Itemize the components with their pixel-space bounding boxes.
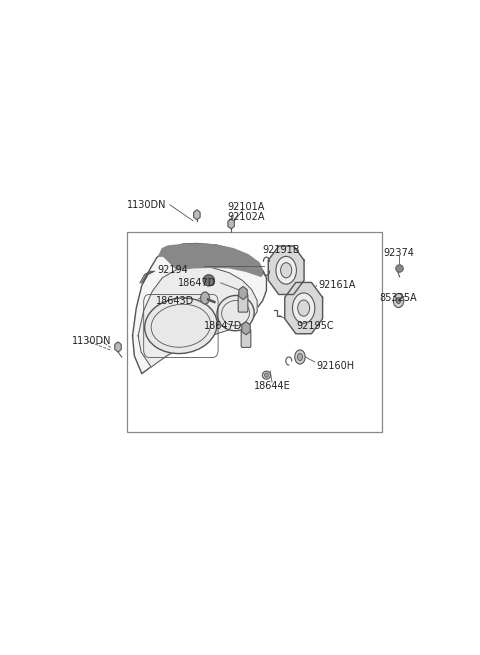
Ellipse shape bbox=[203, 275, 215, 286]
Text: 1130DN: 1130DN bbox=[72, 336, 111, 346]
Circle shape bbox=[295, 350, 305, 364]
Text: 18647D: 18647D bbox=[204, 321, 242, 331]
FancyBboxPatch shape bbox=[238, 294, 248, 312]
Ellipse shape bbox=[298, 300, 310, 316]
Text: 92191B: 92191B bbox=[263, 245, 300, 255]
Ellipse shape bbox=[264, 373, 268, 377]
Text: 92101A: 92101A bbox=[228, 202, 264, 212]
Text: 18644E: 18644E bbox=[253, 381, 290, 391]
Polygon shape bbox=[285, 282, 323, 333]
Circle shape bbox=[201, 292, 210, 304]
Text: 85325A: 85325A bbox=[380, 293, 417, 303]
Ellipse shape bbox=[281, 263, 292, 278]
Polygon shape bbox=[158, 244, 264, 276]
Ellipse shape bbox=[217, 295, 254, 331]
FancyBboxPatch shape bbox=[241, 329, 251, 347]
Text: 92195C: 92195C bbox=[296, 321, 334, 331]
Text: 92374: 92374 bbox=[383, 248, 414, 257]
Ellipse shape bbox=[292, 293, 315, 323]
Polygon shape bbox=[138, 266, 257, 367]
Circle shape bbox=[297, 354, 302, 360]
Text: 92194: 92194 bbox=[157, 265, 188, 275]
Circle shape bbox=[393, 293, 404, 308]
Polygon shape bbox=[268, 246, 304, 295]
Text: 92102A: 92102A bbox=[227, 212, 265, 222]
Circle shape bbox=[396, 297, 401, 303]
Ellipse shape bbox=[276, 256, 297, 284]
Polygon shape bbox=[132, 244, 266, 373]
Text: 1130DN: 1130DN bbox=[127, 200, 166, 210]
Text: 18647D: 18647D bbox=[178, 278, 216, 288]
Text: 92161A: 92161A bbox=[319, 280, 356, 290]
Bar bbox=[127, 233, 382, 432]
Ellipse shape bbox=[263, 371, 271, 379]
Ellipse shape bbox=[144, 298, 217, 354]
Text: 18643D: 18643D bbox=[156, 295, 194, 305]
Text: 92160H: 92160H bbox=[317, 361, 355, 371]
